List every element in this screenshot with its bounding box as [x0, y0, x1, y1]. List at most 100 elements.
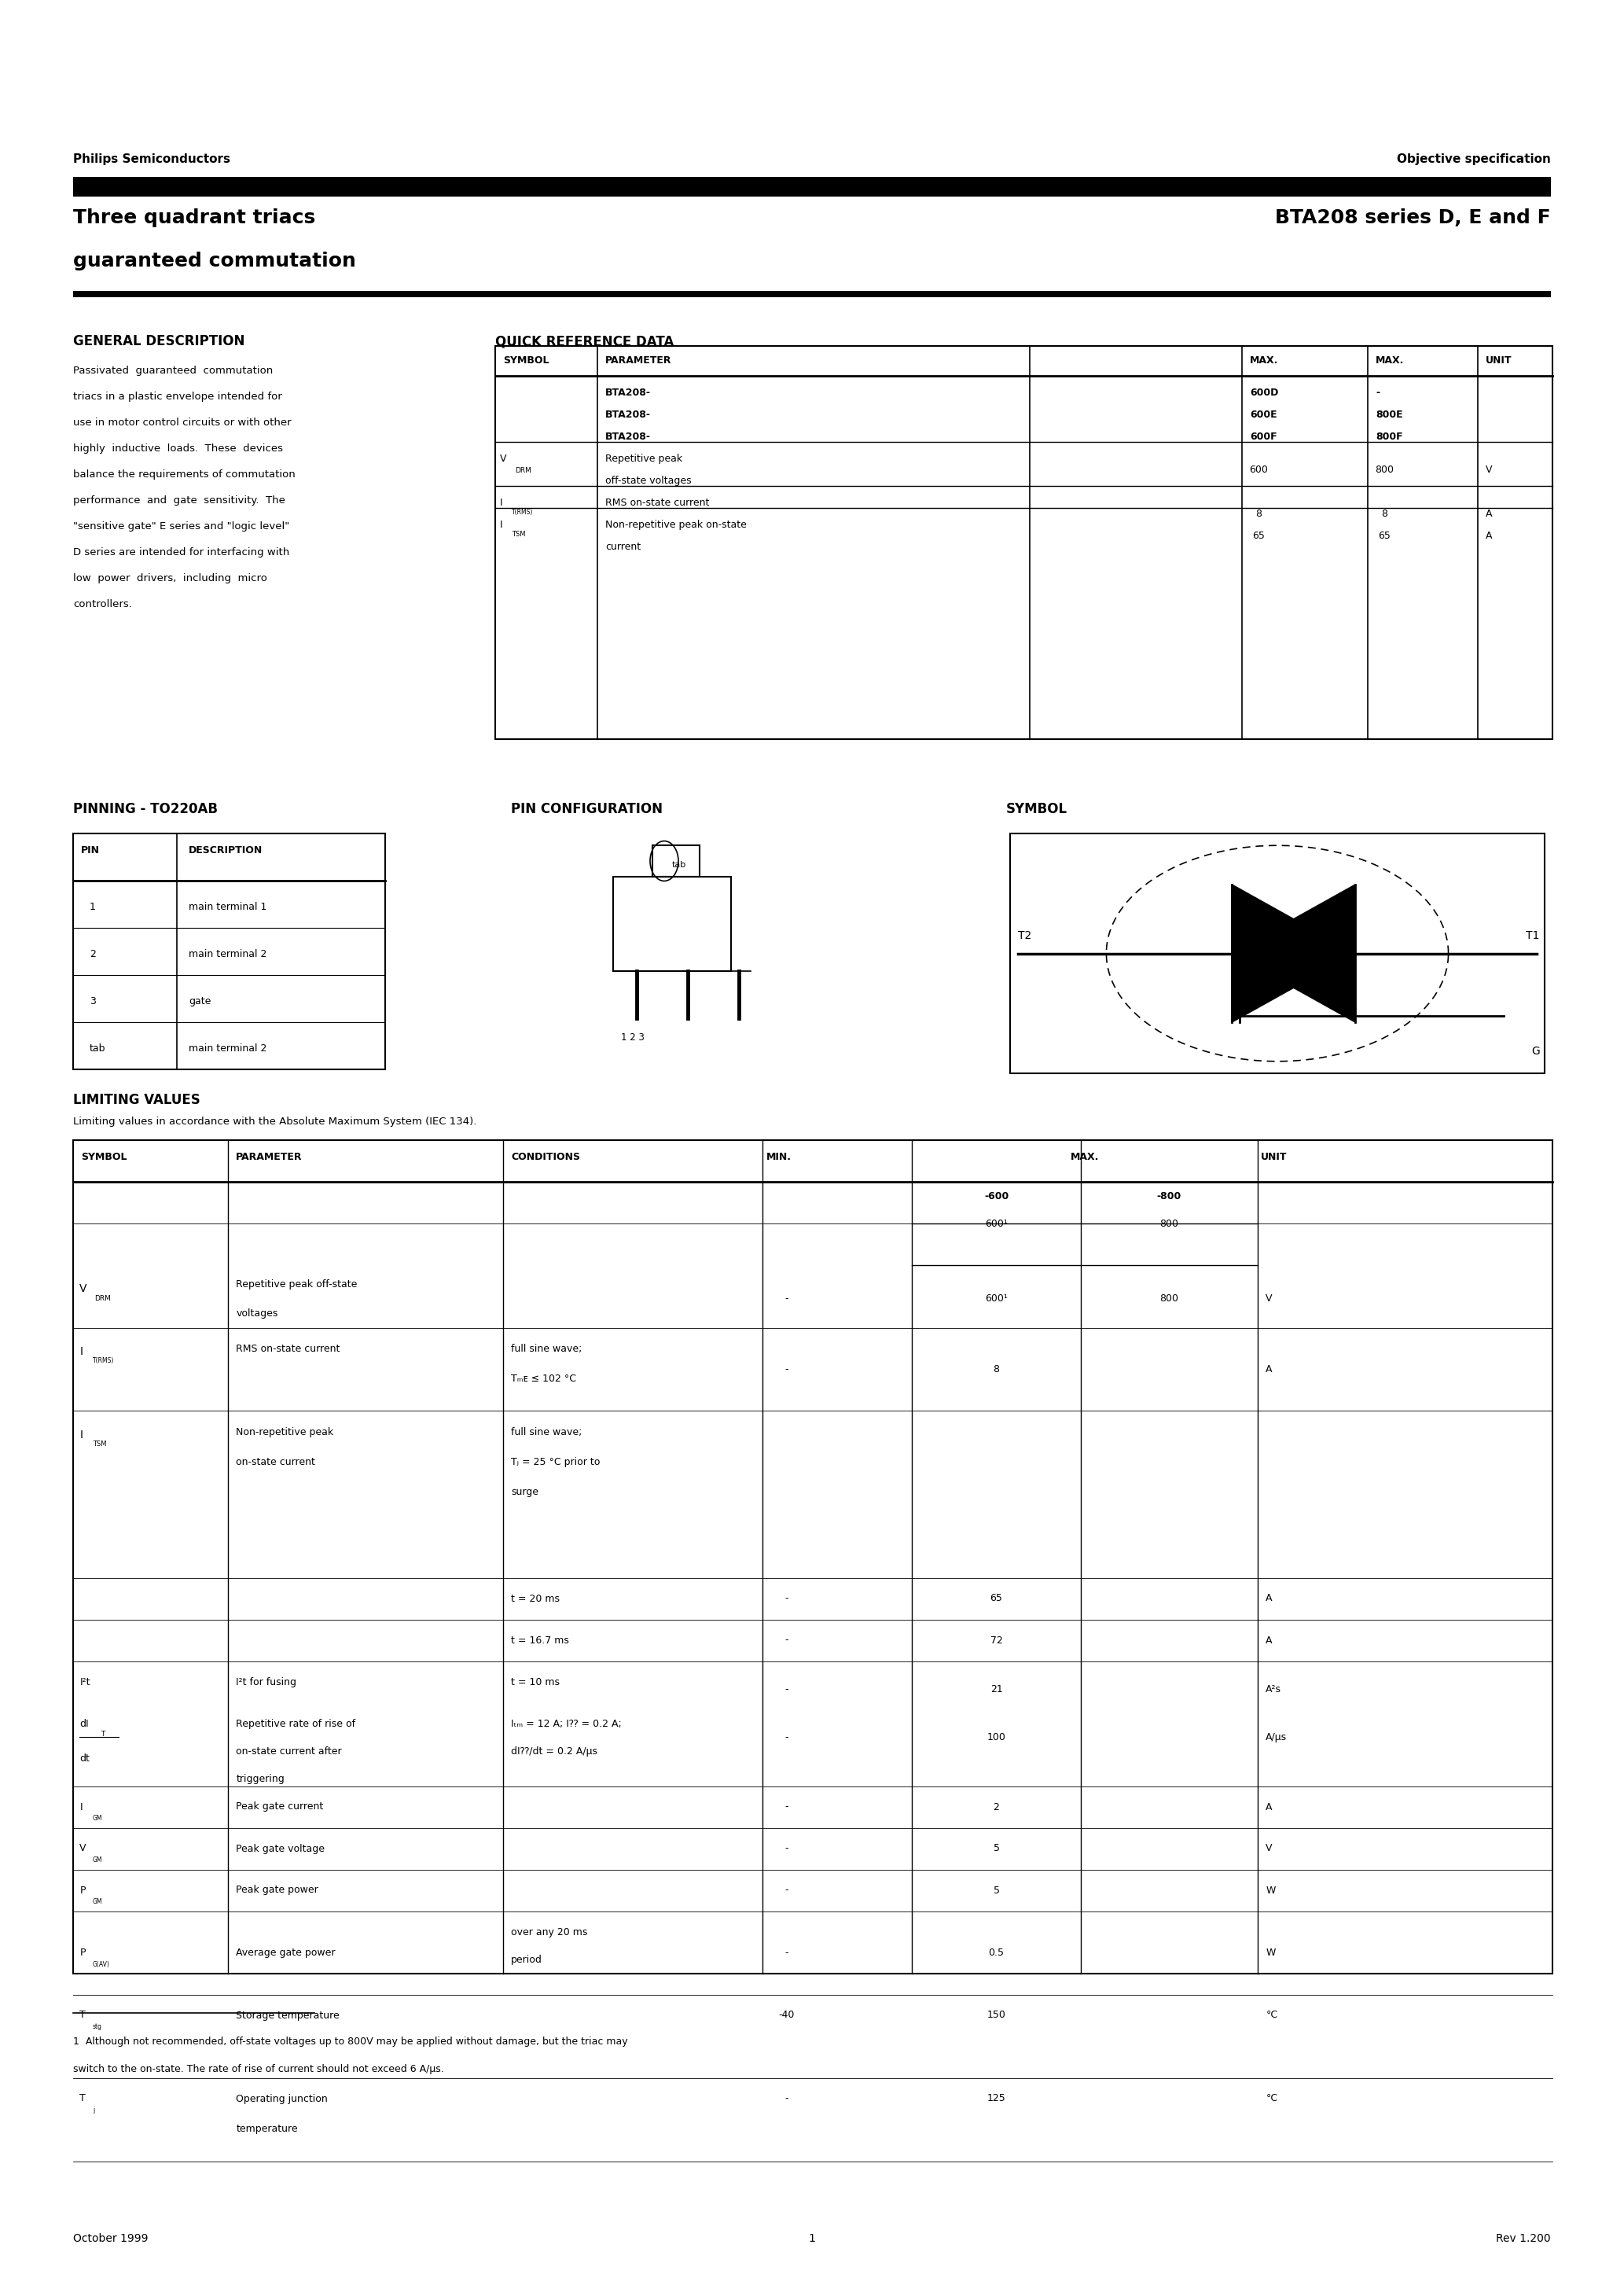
- Text: BTA208 series D, E and F: BTA208 series D, E and F: [1275, 209, 1551, 227]
- Text: 800: 800: [1374, 464, 1393, 475]
- Text: T(RMS): T(RMS): [512, 510, 533, 517]
- Text: 0.5: 0.5: [989, 1947, 1004, 1958]
- Text: -: -: [784, 1685, 789, 1694]
- Text: controllers.: controllers.: [73, 599, 132, 608]
- Text: dI⁇/dt = 0.2 A/μs: dI⁇/dt = 0.2 A/μs: [512, 1747, 598, 1756]
- Text: main terminal 1: main terminal 1: [188, 902, 266, 912]
- Text: I²t for fusing: I²t for fusing: [235, 1676, 297, 1688]
- Text: 800F: 800F: [1376, 432, 1403, 441]
- Text: 2: 2: [994, 1802, 999, 1812]
- Text: on-state current: on-state current: [235, 1458, 315, 1467]
- Text: PARAMETER: PARAMETER: [235, 1153, 302, 1162]
- Text: A: A: [1265, 1364, 1273, 1375]
- Text: V: V: [1486, 464, 1492, 475]
- Text: -: -: [784, 2094, 789, 2103]
- Text: t = 16.7 ms: t = 16.7 ms: [512, 1635, 570, 1646]
- Text: 5: 5: [994, 1885, 999, 1896]
- Text: T: T: [80, 2094, 86, 2103]
- Text: switch to the on-state. The rate of rise of current should not exceed 6 A/μs.: switch to the on-state. The rate of rise…: [73, 2064, 443, 2073]
- Bar: [1010, 833, 1544, 1072]
- Text: 800E: 800E: [1376, 409, 1403, 420]
- Text: October 1999: October 1999: [73, 2234, 148, 2243]
- Text: A: A: [1486, 530, 1492, 540]
- Text: Repetitive peak: Repetitive peak: [606, 452, 682, 464]
- Text: full sine wave;: full sine wave;: [512, 1428, 583, 1437]
- Text: -: -: [784, 1731, 789, 1743]
- Text: A: A: [1486, 510, 1492, 519]
- Text: 800: 800: [1160, 1219, 1179, 1228]
- Text: 1: 1: [89, 902, 96, 912]
- Text: tab: tab: [672, 861, 687, 868]
- Text: gate: gate: [188, 996, 211, 1006]
- Text: P: P: [80, 1947, 86, 1958]
- Text: Objective specification: Objective specification: [1397, 154, 1551, 165]
- Text: P: P: [80, 1885, 86, 1896]
- Text: MAX.: MAX.: [1250, 356, 1278, 365]
- Text: stg: stg: [93, 2023, 102, 2030]
- Text: Peak gate voltage: Peak gate voltage: [235, 1844, 325, 1853]
- Bar: [73, 833, 385, 1070]
- Text: Operating junction: Operating junction: [235, 2094, 328, 2103]
- Text: 72: 72: [991, 1635, 1002, 1646]
- Text: SYMBOL: SYMBOL: [1007, 801, 1067, 815]
- Text: -: -: [784, 1844, 789, 1853]
- Text: guaranteed commutation: guaranteed commutation: [73, 253, 356, 271]
- Bar: [614, 877, 731, 971]
- Text: surge: surge: [512, 1488, 539, 1497]
- Text: 600: 600: [1249, 464, 1268, 475]
- Text: -: -: [1376, 388, 1380, 397]
- Text: GENERAL DESCRIPTION: GENERAL DESCRIPTION: [73, 335, 245, 349]
- Text: balance the requirements of commutation: balance the requirements of commutation: [73, 468, 296, 480]
- Text: 600F: 600F: [1250, 432, 1278, 441]
- Text: Passivated  guaranteed  commutation: Passivated guaranteed commutation: [73, 365, 273, 377]
- Text: 21: 21: [991, 1685, 1002, 1694]
- Text: 1 2 3: 1 2 3: [620, 1033, 645, 1042]
- Text: Limiting values in accordance with the Absolute Maximum System (IEC 134).: Limiting values in accordance with the A…: [73, 1116, 477, 1127]
- Text: SYMBOL: SYMBOL: [81, 1153, 127, 1162]
- Text: A/μs: A/μs: [1265, 1731, 1288, 1743]
- Text: MIN.: MIN.: [767, 1153, 791, 1162]
- Text: T(RMS): T(RMS): [93, 1357, 114, 1364]
- Text: V: V: [500, 452, 507, 464]
- Text: "sensitive gate" E series and "logic level": "sensitive gate" E series and "logic lev…: [73, 521, 289, 533]
- Text: 65: 65: [1377, 530, 1390, 540]
- Text: 125: 125: [987, 2094, 1005, 2103]
- Text: 65: 65: [1252, 530, 1265, 540]
- Text: 600E: 600E: [1250, 409, 1278, 420]
- Text: PIN CONFIGURATION: PIN CONFIGURATION: [512, 801, 663, 815]
- Text: voltages: voltages: [235, 1309, 278, 1318]
- Text: Philips Semiconductors: Philips Semiconductors: [73, 154, 231, 165]
- Text: highly  inductive  loads.  These  devices: highly inductive loads. These devices: [73, 443, 283, 455]
- Text: use in motor control circuits or with other: use in motor control circuits or with ot…: [73, 418, 291, 427]
- Text: °C: °C: [1265, 2011, 1278, 2020]
- Text: T: T: [101, 1731, 106, 1738]
- Text: I: I: [80, 1430, 83, 1440]
- Text: UNIT: UNIT: [1260, 1153, 1288, 1162]
- Bar: [73, 292, 1551, 296]
- Text: Peak gate power: Peak gate power: [235, 1885, 318, 1896]
- Text: dt: dt: [80, 1754, 89, 1763]
- Text: I²t: I²t: [80, 1676, 91, 1688]
- Text: PARAMETER: PARAMETER: [606, 356, 672, 365]
- Text: performance  and  gate  sensitivity.  The: performance and gate sensitivity. The: [73, 496, 286, 505]
- Text: V: V: [80, 1283, 88, 1295]
- Text: dI: dI: [80, 1720, 89, 1729]
- Text: 1: 1: [809, 2234, 815, 2243]
- Text: triggering: triggering: [235, 1775, 284, 1784]
- Text: I: I: [80, 1802, 83, 1812]
- Text: full sine wave;: full sine wave;: [512, 1343, 583, 1355]
- Text: -800: -800: [1156, 1192, 1182, 1201]
- Text: low  power  drivers,  including  micro: low power drivers, including micro: [73, 574, 268, 583]
- Text: T1: T1: [1527, 930, 1540, 941]
- Text: Repetitive rate of rise of: Repetitive rate of rise of: [235, 1720, 356, 1729]
- Text: A: A: [1265, 1593, 1273, 1603]
- Text: I: I: [500, 498, 503, 507]
- Text: main terminal 2: main terminal 2: [188, 948, 266, 960]
- Text: A: A: [1265, 1802, 1273, 1812]
- Text: BTA208-: BTA208-: [606, 388, 651, 397]
- Bar: [653, 845, 700, 877]
- Text: GM: GM: [93, 1857, 102, 1864]
- Text: -: -: [784, 1802, 789, 1812]
- Bar: [495, 347, 1553, 739]
- Text: CONDITIONS: CONDITIONS: [512, 1153, 580, 1162]
